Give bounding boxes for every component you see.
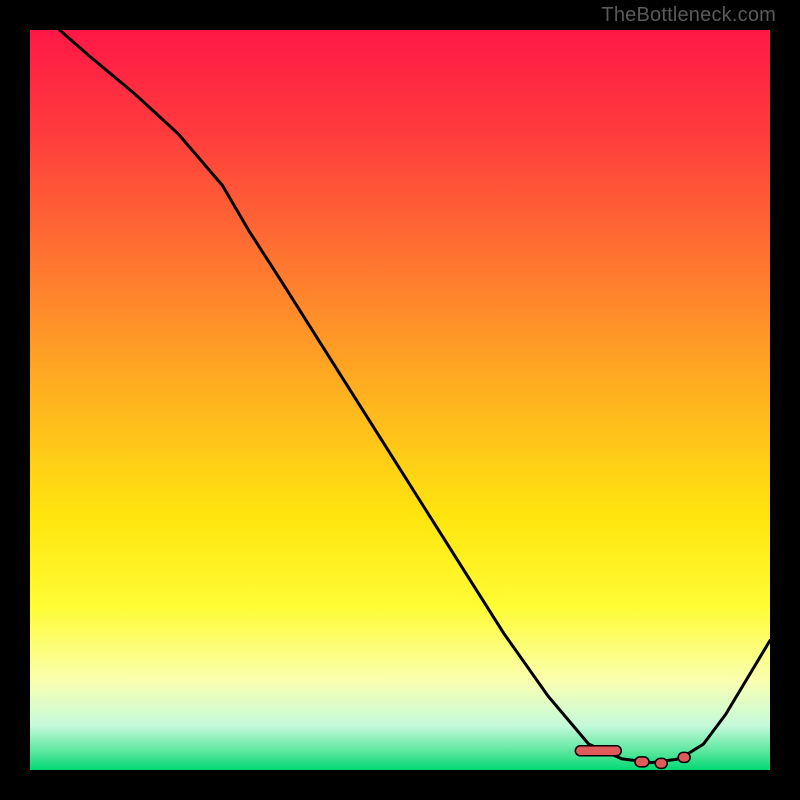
marker-pill (655, 758, 667, 768)
markers-group (575, 746, 690, 769)
marker-pill (635, 757, 649, 767)
marker-pill (575, 746, 621, 756)
line-layer (30, 30, 770, 770)
chart-container: TheBottleneck.com (0, 0, 800, 800)
plot-area (30, 30, 770, 770)
marker-pill (678, 752, 690, 762)
series-line (60, 30, 770, 763)
watermark-text: TheBottleneck.com (601, 4, 776, 27)
